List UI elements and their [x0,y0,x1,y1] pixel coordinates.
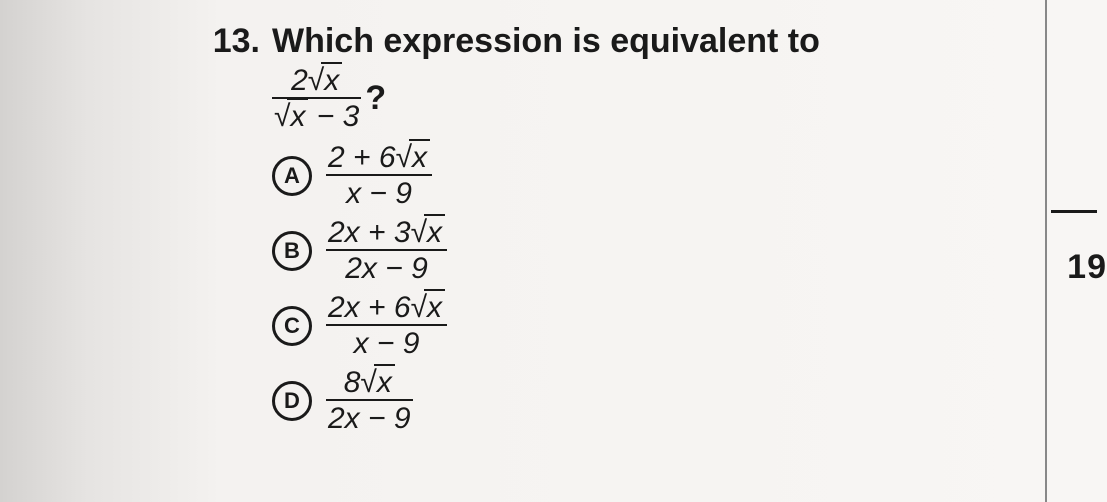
option-c[interactable]: C 2x + 6 x x − 9 [272,292,960,359]
option-bubble: A [272,156,312,196]
option-d[interactable]: D 8x 2x − 9 [272,367,960,434]
radicand: x [287,98,308,133]
option-fraction: 2x + 3 x 2x − 9 [326,217,447,284]
radicand: x [409,139,430,174]
page: 13. Which expression is equivalent to 2x… [0,0,1107,502]
option-b[interactable]: B 2x + 3 x 2x − 9 [272,217,960,284]
option-denominator: 2x − 9 [326,251,447,285]
sqrt-icon: x [411,292,445,324]
option-numerator: 2x + 6 x [326,292,447,326]
option-a[interactable]: A 2 + 6 x x − 9 [272,142,960,209]
num-pre: 2x + 3 [328,216,411,249]
option-fraction: 2x + 6 x x − 9 [326,292,447,359]
option-denominator: x − 9 [326,326,447,360]
den-tail: − 3 [308,100,359,133]
option-denominator: x − 9 [326,176,432,210]
option-bubble: B [272,231,312,271]
stem-fraction: 2x x − 3 [272,65,361,132]
num-pre: 2 + 6 [328,141,396,174]
option-numerator: 2 + 6 x [326,142,432,176]
question-header: 13. Which expression is equivalent to [200,22,960,61]
question-block: 13. Which expression is equivalent to 2x… [200,22,960,442]
radicand: x [424,214,445,249]
num-pre: 8 [344,366,361,399]
radicand: x [374,364,395,399]
option-numerator: 2x + 3 x [326,217,447,251]
sqrt-icon: x [396,142,430,174]
option-fraction: 8x 2x − 9 [326,367,413,434]
stem-numerator: 2x [272,65,361,99]
sqrt-icon: x [274,101,308,133]
sqrt-icon: x [411,217,445,249]
option-numerator: 8x [326,367,413,401]
coef: 2 [291,64,308,97]
question-number: 13. [200,22,272,61]
question-mark: ? [365,79,386,118]
option-bubble: C [272,306,312,346]
stem-denominator: x − 3 [272,99,361,133]
sqrt-icon: x [308,65,342,97]
option-bubble: D [272,381,312,421]
option-denominator: 2x − 9 [326,401,413,435]
options-list: A 2 + 6 x x − 9 B 2x + 3 x 2x − 9 [272,142,960,434]
cutoff-number: 19 [1067,248,1107,287]
num-pre: 2x + 6 [328,291,411,324]
sqrt-icon: x [360,367,394,399]
radicand: x [424,289,445,324]
question-stem: Which expression is equivalent to [272,22,960,61]
option-fraction: 2 + 6 x x − 9 [326,142,432,209]
radicand: x [321,62,342,97]
question-expression: 2x x − 3 ? [272,65,960,132]
cutoff-rule [1051,210,1097,213]
